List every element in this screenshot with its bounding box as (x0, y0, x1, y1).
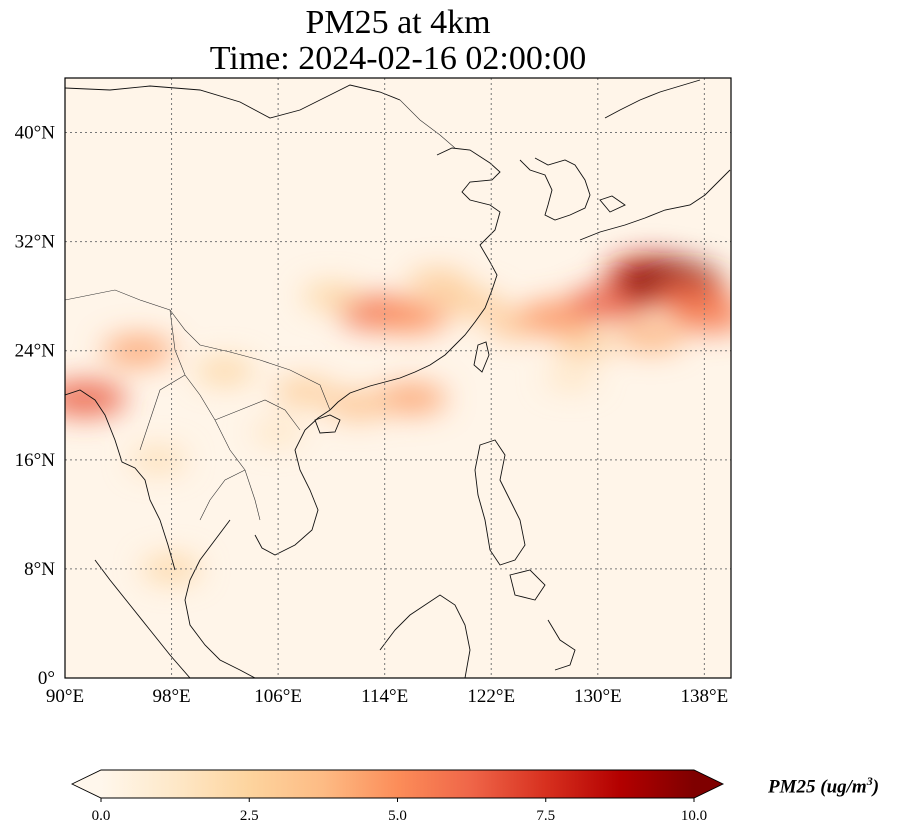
colorbar-tick-label: 2.5 (240, 808, 259, 824)
lon-tick-label: 106°E (254, 686, 302, 707)
gridlines (65, 78, 731, 678)
pm25-plume-3 (273, 378, 336, 406)
pm25-plume-6 (301, 283, 361, 310)
colorbar-title-superscript: 3 (866, 774, 873, 788)
colorbar-title-end: ) (872, 776, 880, 798)
pm25-plume-9 (325, 391, 391, 420)
lat-tick-label: 8°N (24, 559, 55, 580)
lon-tick-label: 138°E (681, 686, 729, 707)
colorbar-gradient (101, 770, 694, 798)
pm25-plume-18 (617, 322, 686, 352)
lon-tick-label: 114°E (361, 686, 408, 707)
colorbar-tick-label: 0.0 (92, 808, 111, 824)
map-background (65, 78, 731, 678)
pm25-plume-10 (440, 289, 503, 317)
lat-tick-label: 32°N (15, 232, 56, 253)
colorbar-title: PM25 (ug/m3) (768, 774, 879, 798)
lat-tick-label: 16°N (15, 450, 56, 471)
lon-tick-label: 130°E (574, 686, 622, 707)
lon-tick-label: 122°E (467, 686, 515, 707)
pm25-plume-19 (553, 330, 616, 358)
longitude-labels: 90°E 98°E 106°E 114°E 122°E 130°E 138°E (46, 686, 728, 707)
pm25-plume-0 (65, 380, 127, 417)
pm25-field-layer (65, 256, 731, 582)
lat-tick-label: 40°N (15, 123, 56, 144)
colorbar-tick-label: 10.0 (681, 808, 707, 824)
map-time-subtitle: Time: 2024-02-16 02:00:00 (209, 40, 587, 77)
lon-tick-label: 98°E (152, 686, 190, 707)
map-title: PM25 at 4km (305, 4, 491, 41)
pm25-plume-7 (406, 268, 469, 297)
colorbar-tick-label: 7.5 (536, 808, 555, 824)
pm25-plume-5 (374, 300, 449, 333)
pm25-plume-2 (195, 358, 255, 385)
lon-tick-label: 90°E (46, 686, 84, 707)
pm25-plume-17 (672, 300, 731, 334)
border-layer (65, 99, 456, 521)
lat-tick-label: 24°N (15, 341, 56, 362)
colorbar-extend-min (72, 770, 101, 798)
latitude-labels: 0° 8°N 16°N 24°N 32°N 40°N (15, 123, 56, 689)
colorbar: 0.0 2.5 5.0 7.5 10.0 (70, 769, 725, 824)
pm25-plume-23 (544, 366, 598, 390)
lat-tick-label: 0° (38, 668, 55, 689)
coastline-layer (65, 79, 731, 678)
map-frame (64, 77, 732, 679)
pm25-plume-22 (251, 420, 305, 445)
pm25-plume-1 (102, 335, 174, 367)
colorbar-extend-max (694, 770, 723, 798)
pm25-plume-8 (375, 383, 447, 414)
colorbar-ticks: 0.0 2.5 5.0 7.5 10.0 (92, 798, 707, 824)
colorbar-title-text: PM25 (ug/m (768, 776, 867, 798)
pm25-plume-21 (130, 447, 187, 473)
colorbar-tick-label: 5.0 (388, 808, 407, 824)
